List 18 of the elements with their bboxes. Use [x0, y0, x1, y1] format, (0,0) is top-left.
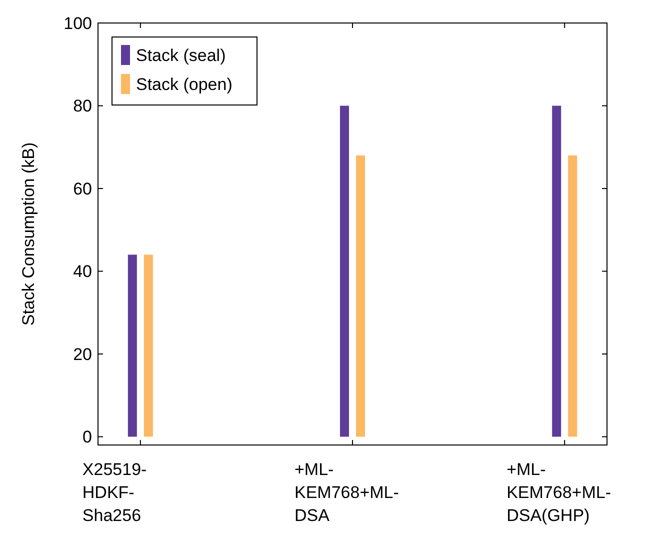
x-tick-label: +ML-KEM768+ML-DSA [294, 460, 399, 525]
y-tick-label: 100 [64, 14, 92, 33]
bar [128, 254, 137, 437]
y-tick-label: 40 [73, 262, 92, 282]
y-tick-label: 60 [73, 179, 92, 198]
y-tick-label: 20 [73, 344, 92, 364]
bar [340, 106, 349, 437]
x-tick-label: +ML-KEM768+ML-DSA(GHP) [506, 460, 612, 525]
legend-label: Stack (seal) [136, 46, 226, 65]
y-tick-label: 0 [82, 428, 92, 447]
bar [144, 254, 153, 437]
bar [568, 155, 578, 437]
x-tick-label: X25519-HDKF-Sha256 [82, 460, 147, 525]
y-tick-label: 80 [73, 96, 92, 116]
bar [552, 106, 562, 437]
bar [356, 155, 365, 437]
y-axis-title: Stack Consumption (kB) [19, 142, 38, 326]
legend-label: Stack (open) [136, 74, 232, 94]
